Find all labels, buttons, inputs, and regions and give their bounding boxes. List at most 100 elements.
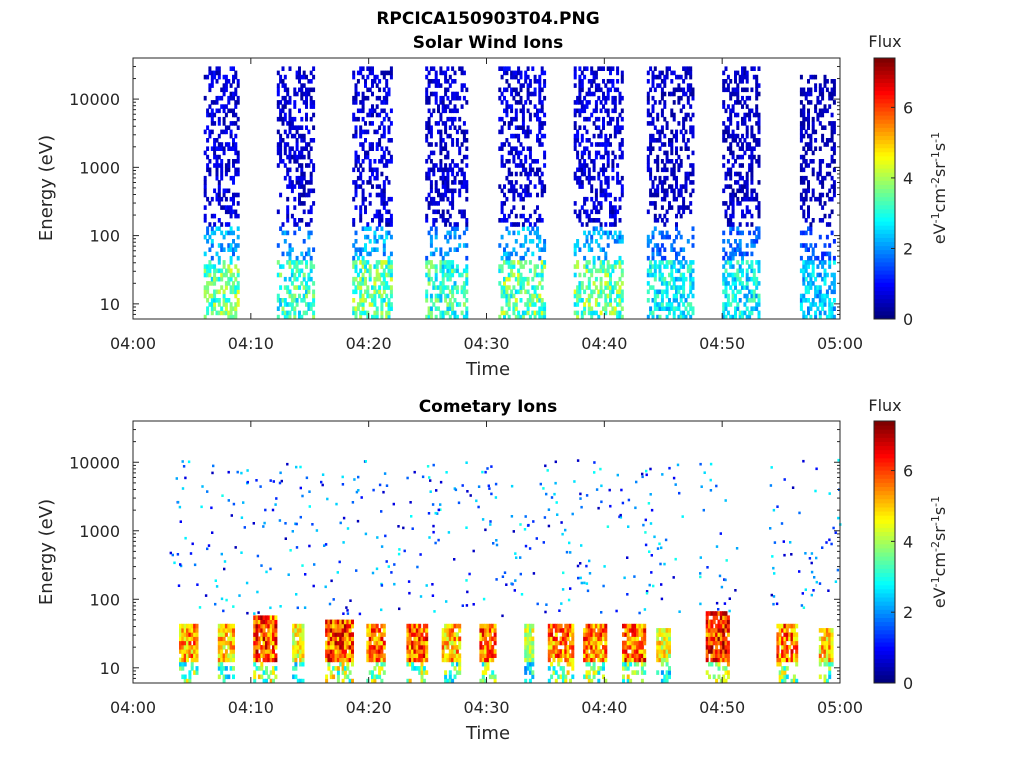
colorbar-segment <box>874 131 895 136</box>
heatmap-cell <box>830 306 834 311</box>
heatmap-cell <box>557 657 561 663</box>
heatmap-cell <box>274 632 278 637</box>
heatmap-cell <box>587 138 591 143</box>
heatmap-cell <box>524 628 528 633</box>
heatmap-cell <box>354 116 358 122</box>
colorbar-segment <box>874 270 895 275</box>
heatmap-cell <box>738 281 742 286</box>
heatmap-cell <box>590 272 594 278</box>
heatmap-cell <box>528 268 532 274</box>
heatmap-cell <box>286 260 290 265</box>
heatmap-cell <box>389 74 393 80</box>
heatmap-cell <box>830 87 834 93</box>
heatmap-cell <box>290 306 294 311</box>
heatmap-cell <box>215 167 219 173</box>
heatmap-cell <box>821 159 825 164</box>
heatmap-cell <box>675 251 678 257</box>
heatmap-cell <box>437 121 440 126</box>
heatmap-cell <box>441 314 445 320</box>
heatmap-cell <box>729 171 733 177</box>
heatmap-cell <box>425 628 429 633</box>
heatmap-cell <box>594 83 598 88</box>
heatmap-cell <box>234 276 238 282</box>
heatmap-cell <box>752 74 756 80</box>
heatmap-cell <box>307 87 311 93</box>
heatmap-cell <box>227 264 231 269</box>
heatmap-cell <box>590 218 594 223</box>
heatmap-cell <box>677 314 681 320</box>
heatmap-cell <box>818 289 822 295</box>
heatmap-cell <box>343 623 347 629</box>
heatmap-cell <box>750 108 754 114</box>
heatmap-cell <box>425 298 429 303</box>
heatmap-cell <box>726 87 730 93</box>
heatmap-cell <box>288 100 292 105</box>
heatmap-cell <box>217 154 221 160</box>
heatmap-cell <box>460 213 464 219</box>
heatmap-cell <box>519 70 523 76</box>
heatmap-cell <box>597 218 601 223</box>
heatmap-cell <box>649 188 653 194</box>
heatmap-cell <box>361 306 365 311</box>
heatmap-cell <box>217 653 221 658</box>
heatmap-cell <box>269 619 273 625</box>
heatmap-cell <box>832 100 836 105</box>
heatmap-cell <box>224 129 228 135</box>
heatmap-cell <box>528 649 532 654</box>
heatmap-cell <box>594 87 598 93</box>
colorbar-segment <box>874 159 895 165</box>
heatmap-cell <box>583 66 587 71</box>
heatmap-cell <box>336 623 340 629</box>
heatmap-cell <box>465 146 469 151</box>
heatmap-cell <box>809 138 813 143</box>
heatmap-cell <box>217 666 221 671</box>
heatmap-cell <box>434 184 438 189</box>
heatmap-cell <box>599 310 603 316</box>
heatmap-cell <box>203 95 207 101</box>
heatmap-cell <box>618 298 622 303</box>
x-tick-label: 05:00 <box>817 334 863 353</box>
heatmap-cell <box>811 272 815 278</box>
heatmap-cell <box>752 188 756 194</box>
heatmap-cell <box>503 276 506 282</box>
heatmap-cell <box>276 116 280 122</box>
heatmap-cell <box>755 142 759 147</box>
heatmap-cell <box>300 218 304 223</box>
heatmap-cell <box>656 167 660 173</box>
heatmap-cell <box>663 83 667 88</box>
heatmap-cell <box>224 285 228 290</box>
heatmap-cell <box>234 192 238 198</box>
heatmap-cell <box>448 108 452 114</box>
heatmap-cell <box>229 91 233 97</box>
heatmap-cell <box>578 175 582 181</box>
heatmap-cell <box>453 230 457 236</box>
heatmap-cell <box>722 310 726 316</box>
heatmap-cell <box>743 150 747 156</box>
heatmap-cell <box>486 657 490 663</box>
heatmap-cell <box>444 167 448 173</box>
heatmap-cell <box>427 121 431 126</box>
heatmap-cell <box>253 649 257 654</box>
heatmap-cell <box>288 314 292 320</box>
heatmap-cell <box>507 104 511 109</box>
heatmap-cell <box>814 108 818 114</box>
heatmap-cell <box>415 640 419 646</box>
heatmap-cell <box>660 95 664 101</box>
heatmap-cell <box>682 133 686 139</box>
heatmap-cell <box>224 79 228 84</box>
heatmap-cell <box>512 293 516 299</box>
heatmap-cell <box>809 302 813 307</box>
heatmap-cell <box>594 218 598 223</box>
heatmap-cell <box>514 251 518 257</box>
heatmap-cell <box>620 79 624 84</box>
heatmap-cell <box>434 285 438 290</box>
heatmap-cell <box>517 125 521 130</box>
panel-solar-wind-ions: Solar Wind Ions 04:00 04:10 04:20 04:30 04:4… <box>36 32 949 380</box>
heatmap-cell <box>434 264 438 269</box>
heatmap-cell <box>295 74 299 80</box>
heatmap-cell <box>288 112 292 118</box>
heatmap-cell <box>651 83 655 88</box>
heatmap-cell <box>460 209 464 215</box>
heatmap-cell <box>224 125 228 130</box>
heatmap-cell <box>741 121 744 126</box>
